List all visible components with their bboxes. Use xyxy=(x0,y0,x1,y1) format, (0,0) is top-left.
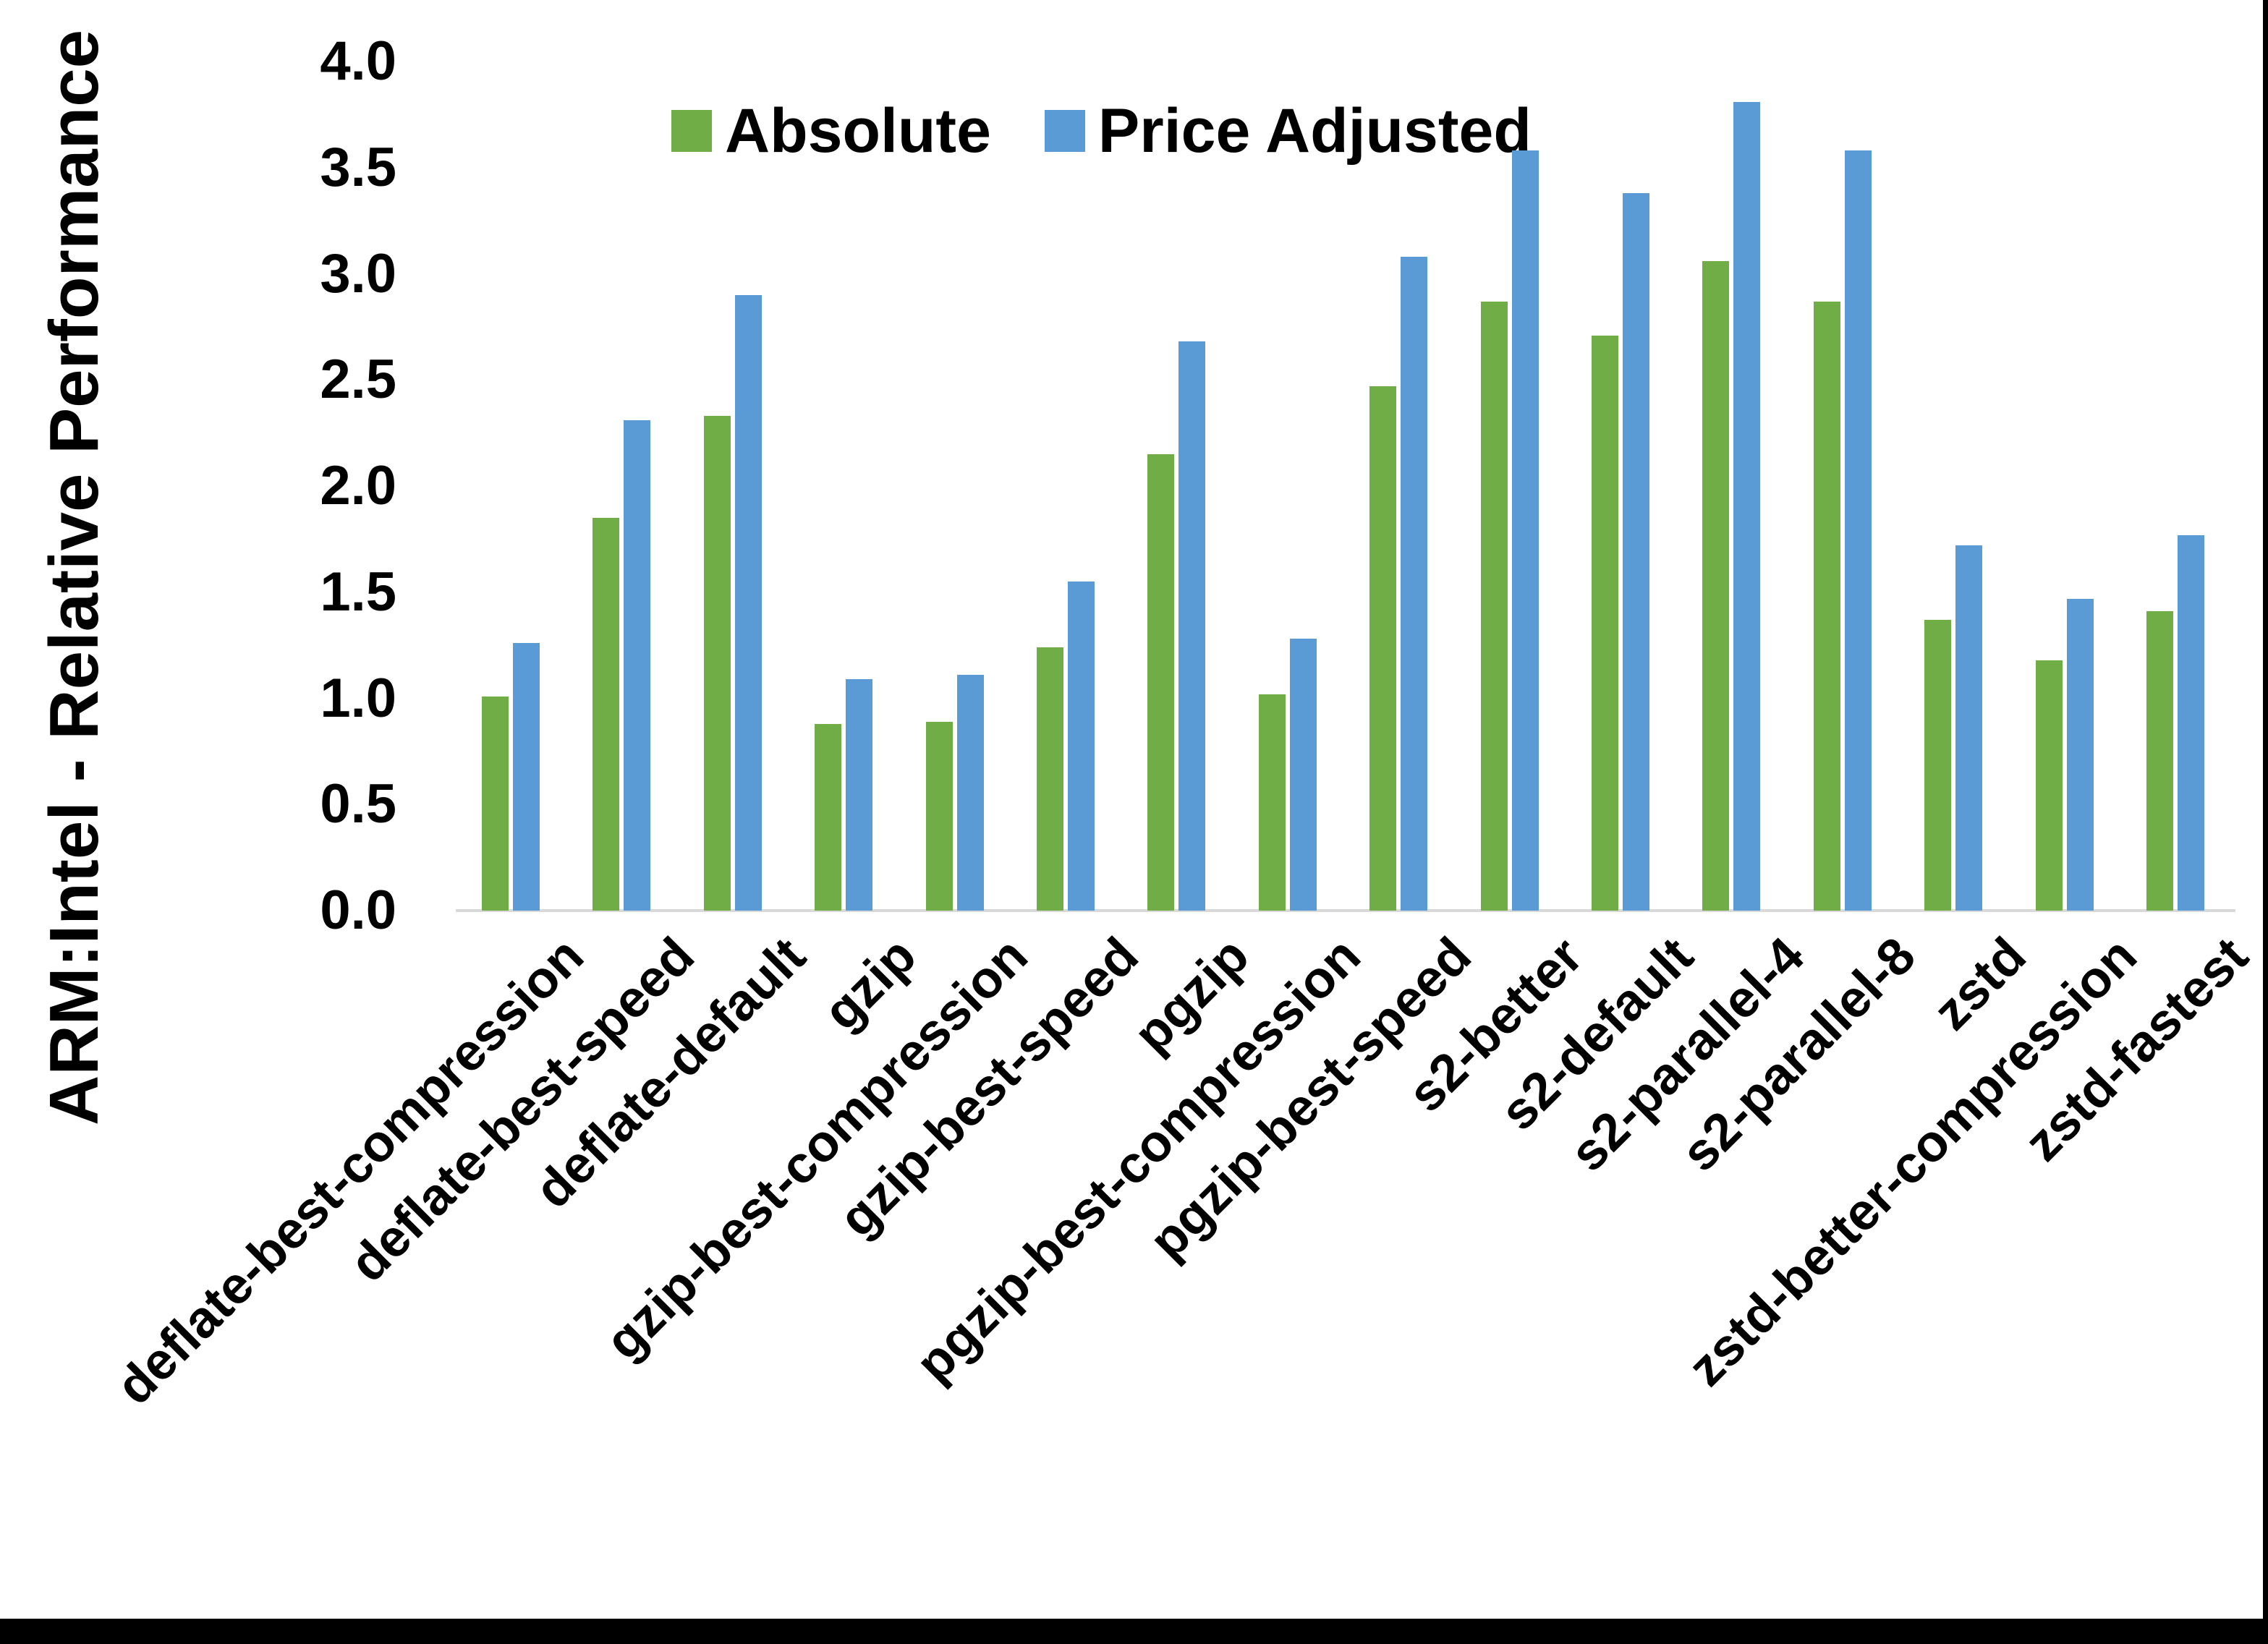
page-border-bottom xyxy=(0,1619,2268,1644)
bar-price-adjusted-gzip xyxy=(846,679,872,911)
y-tick-label-3.0: 3.0 xyxy=(320,242,396,304)
bar-absolute-deflate-best-compression xyxy=(482,697,509,911)
y-tick-label-1.5: 1.5 xyxy=(320,561,396,623)
legend-label-absolute: Absolute xyxy=(725,96,991,166)
bar-price-adjusted-pgzip xyxy=(1178,341,1205,911)
bar-price-adjusted-s2-parallel-8 xyxy=(1845,150,1872,911)
bar-absolute-gzip-best-compression xyxy=(926,722,953,911)
bar-price-adjusted-pgzip-best-compression xyxy=(1290,639,1317,911)
bar-price-adjusted-deflate-default xyxy=(735,295,762,911)
legend-item-absolute: Absolute xyxy=(671,100,991,162)
legend-swatch-price-adjusted xyxy=(1044,110,1085,152)
bar-price-adjusted-deflate-best-compression xyxy=(513,643,540,911)
legend: Absolute Price Adjusted xyxy=(671,100,1532,162)
bar-absolute-gzip-best-speed xyxy=(1037,647,1063,911)
y-tick-label-1.0: 1.0 xyxy=(320,667,396,729)
bar-absolute-deflate-best-speed xyxy=(593,518,619,911)
x-category-label-deflate-best-compression: deflate-best-compression xyxy=(105,927,595,1416)
bar-absolute-gzip xyxy=(815,724,841,911)
legend-swatch-absolute xyxy=(671,110,712,152)
bar-absolute-pgzip xyxy=(1147,454,1174,911)
y-tick-label-0.0: 0.0 xyxy=(320,880,396,941)
page-border-right xyxy=(2263,0,2268,1644)
bar-absolute-pgzip-best-speed xyxy=(1369,386,1396,911)
y-axis-title: ARM:Intel - Relative Performance xyxy=(35,29,113,1125)
bar-price-adjusted-s2-better xyxy=(1512,150,1539,911)
bar-price-adjusted-pgzip-best-speed xyxy=(1401,257,1427,911)
bar-absolute-deflate-default xyxy=(704,416,731,911)
y-tick-label-0.5: 0.5 xyxy=(320,773,396,835)
bar-absolute-s2-default xyxy=(1592,336,1618,911)
bar-price-adjusted-deflate-best-speed xyxy=(624,420,650,911)
legend-item-price-adjusted: Price Adjusted xyxy=(1044,96,1532,166)
bar-absolute-zstd xyxy=(1924,620,1951,911)
x-axis-line xyxy=(456,909,2235,912)
bar-price-adjusted-zstd-fastest xyxy=(2178,535,2204,911)
bar-price-adjusted-zstd-better-compression xyxy=(2067,599,2094,911)
bar-absolute-s2-parallel-4 xyxy=(1702,261,1729,911)
bar-absolute-zstd-fastest xyxy=(2146,611,2173,911)
bar-price-adjusted-gzip-best-compression xyxy=(957,675,984,911)
bar-absolute-zstd-better-compression xyxy=(2036,660,2063,911)
y-tick-label-3.5: 3.5 xyxy=(320,136,396,198)
y-tick-label-2.0: 2.0 xyxy=(320,455,396,516)
y-tick-label-2.5: 2.5 xyxy=(320,349,396,411)
bar-absolute-s2-parallel-8 xyxy=(1814,302,1840,911)
bar-absolute-pgzip-best-compression xyxy=(1259,694,1286,911)
legend-label-price-adjusted: Price Adjusted xyxy=(1097,96,1532,166)
bar-price-adjusted-s2-default xyxy=(1623,193,1649,911)
bar-price-adjusted-zstd xyxy=(1955,545,1982,911)
bar-price-adjusted-gzip-best-speed xyxy=(1068,582,1095,911)
bar-price-adjusted-s2-parallel-4 xyxy=(1733,102,1760,911)
bar-absolute-s2-better xyxy=(1481,302,1508,911)
y-tick-label-4.0: 4.0 xyxy=(320,30,396,92)
